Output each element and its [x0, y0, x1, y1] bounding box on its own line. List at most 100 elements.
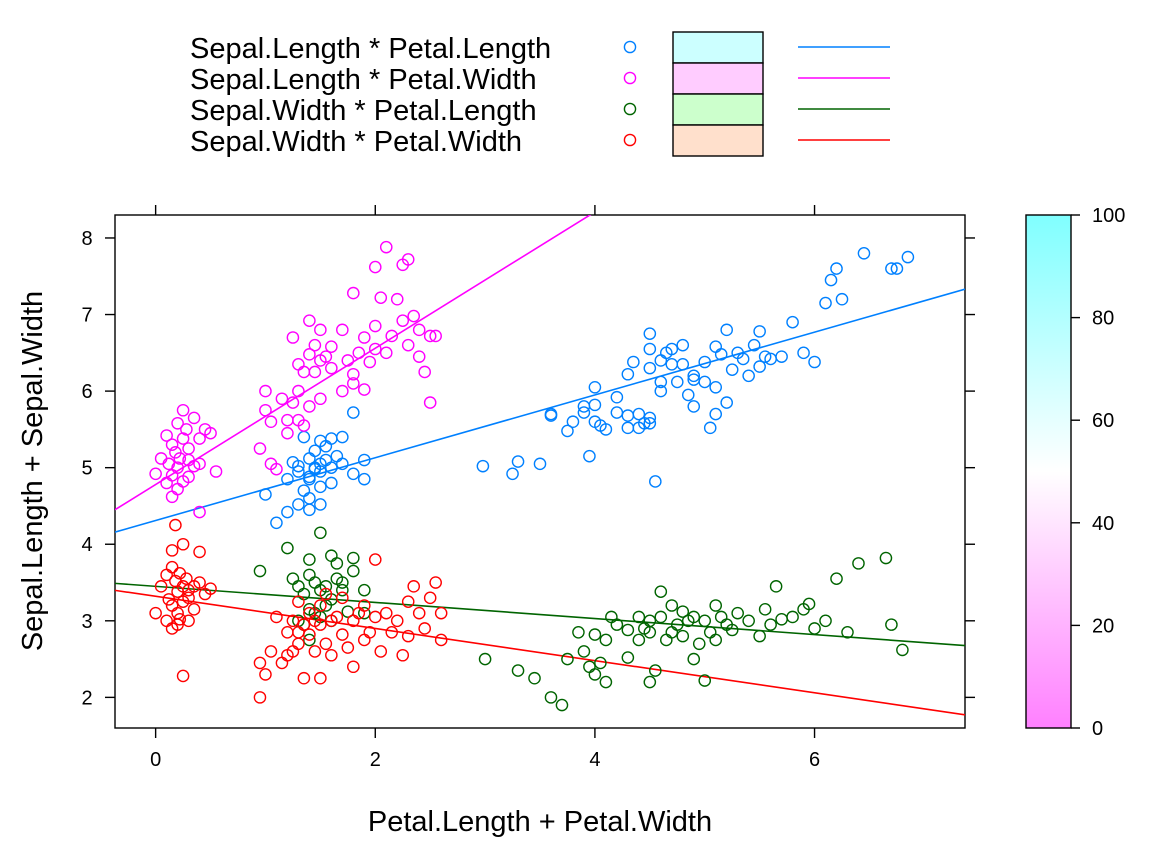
data-point-series-2	[687, 652, 701, 666]
data-point-series-0	[687, 400, 701, 413]
data-point-series-0	[621, 409, 635, 422]
data-point-series-3	[270, 610, 283, 624]
data-point-series-2	[357, 606, 371, 620]
data-point-series-0	[297, 484, 311, 497]
data-point-series-3	[341, 641, 355, 654]
data-point-series-3	[347, 660, 360, 674]
data-point-series-3	[292, 595, 305, 608]
data-point-series-1	[385, 329, 399, 343]
data-point-series-3	[187, 603, 201, 616]
data-point-series-2	[330, 557, 344, 570]
data-point-series-2	[879, 551, 893, 565]
data-point-series-0	[835, 292, 849, 306]
legend-swatch-1	[672, 62, 764, 95]
data-point-series-1	[154, 452, 168, 465]
data-point-series-0	[314, 480, 327, 494]
data-point-series-1	[193, 432, 206, 445]
data-point-series-3	[297, 671, 311, 685]
data-point-series-2	[808, 622, 821, 635]
data-point-series-0	[357, 453, 371, 467]
legend-label-0: Sepal.Length * Petal.Length	[190, 33, 551, 65]
data-point-series-3	[176, 669, 190, 683]
data-point-series-1	[193, 505, 206, 519]
data-point-series-1	[149, 467, 162, 481]
data-point-series-0	[665, 342, 679, 356]
legend-swatch-3	[672, 124, 764, 157]
data-point-series-1	[286, 331, 300, 344]
data-point-series-1	[264, 415, 278, 429]
data-point-series-0	[709, 380, 723, 394]
data-point-series-2	[676, 629, 690, 643]
data-point-series-0	[325, 476, 338, 490]
y-tick-label: 7	[81, 305, 92, 327]
data-point-series-2	[769, 580, 783, 593]
data-point-series-1	[292, 358, 305, 371]
data-point-series-2	[594, 656, 607, 670]
data-point-series-1	[180, 423, 193, 436]
data-point-series-3	[253, 656, 267, 670]
color-key-bar	[1025, 214, 1072, 729]
data-point-series-0	[709, 407, 723, 421]
data-point-series-3	[336, 628, 349, 641]
data-point-series-1	[303, 348, 316, 361]
data-point-series-1	[165, 438, 179, 452]
data-point-series-3	[171, 618, 184, 631]
data-point-series-3	[275, 656, 289, 670]
data-point-series-0	[476, 459, 490, 473]
data-point-series-0	[654, 354, 668, 367]
legend-swatch-0	[672, 31, 764, 64]
data-point-series-1	[363, 355, 377, 369]
data-point-series-1	[396, 314, 410, 327]
data-point-series-0	[742, 369, 755, 383]
plot-panel: 0 2 4 6 2 3 4 5 6 7 8	[81, 205, 975, 771]
legend-point-1	[623, 71, 637, 85]
data-point-series-1	[412, 350, 426, 363]
data-point-series-1	[182, 470, 195, 484]
data-point-series-3	[160, 614, 173, 628]
color-key-tick-label: 80	[1092, 308, 1114, 330]
data-point-series-1	[374, 291, 388, 304]
data-point-series-1	[303, 314, 316, 327]
data-point-series-3	[292, 625, 305, 639]
data-point-series-0	[824, 273, 838, 287]
data-point-series-1	[297, 365, 311, 379]
data-point-series-1	[314, 323, 327, 337]
data-point-series-1	[407, 309, 421, 323]
data-point-series-0	[643, 342, 657, 356]
data-point-series-3	[385, 625, 399, 639]
data-point-series-0	[901, 250, 915, 264]
data-point-series-2	[676, 605, 690, 618]
data-point-series-0	[281, 505, 294, 519]
data-point-series-2	[742, 614, 755, 628]
fit-line-1	[115, 215, 592, 511]
data-point-series-1	[259, 403, 272, 417]
data-point-series-1	[357, 383, 371, 396]
x-tick-label: 2	[370, 749, 381, 771]
data-point-series-1	[418, 365, 431, 379]
data-point-series-0	[588, 398, 602, 412]
data-point-series-3	[401, 629, 415, 643]
data-point-series-1	[368, 260, 382, 274]
data-point-series-0	[303, 491, 316, 505]
data-point-series-3	[314, 618, 327, 631]
data-point-series-0	[292, 459, 305, 473]
data-point-series-3	[434, 606, 448, 620]
data-point-series-2	[253, 564, 267, 578]
data-point-series-3	[319, 587, 333, 601]
data-point-series-3	[154, 580, 168, 593]
data-point-series-0	[281, 472, 294, 486]
color-key-tick-label: 60	[1092, 410, 1114, 432]
data-point-series-0	[325, 432, 338, 445]
data-point-series-0	[292, 498, 305, 511]
data-point-series-3	[193, 545, 206, 559]
color-key-ticks: 0 20 40 60 80 100	[1071, 205, 1125, 740]
data-point-series-0	[347, 406, 360, 419]
data-point-series-1	[429, 329, 442, 343]
data-point-series-0	[698, 375, 712, 389]
data-point-series-0	[357, 472, 371, 486]
data-point-series-1	[253, 442, 267, 455]
data-point-series-1	[171, 416, 184, 430]
legend-swatch-2	[672, 93, 764, 126]
data-point-series-3	[165, 560, 179, 574]
